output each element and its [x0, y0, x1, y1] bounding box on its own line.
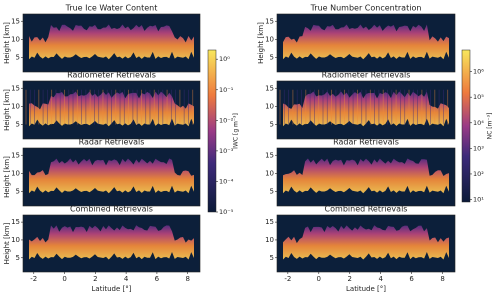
axes-frame: [22, 80, 201, 140]
heatmap-cloud: [283, 225, 449, 260]
y-tick-label: 10: [11, 102, 20, 110]
y-axis-label: Height [km]: [3, 156, 11, 198]
colorbar-tick-label: 10³: [473, 144, 484, 152]
colorbar-tick-label: 10⁻⁵: [219, 208, 234, 216]
y-axis-label: Height [km]: [3, 89, 11, 131]
heatmap-cloud: [29, 225, 194, 260]
colorbar-tick-label: 10⁻²: [219, 116, 234, 124]
x-tick-label: 8: [440, 275, 444, 283]
x-axis-label: Latitude [°]: [92, 285, 132, 293]
x-tick-label: -2: [284, 275, 291, 283]
y-axis-label: Height [km]: [3, 22, 11, 64]
colorbar-tick-label: 10⁰: [219, 55, 230, 63]
y-tick-label: 10: [11, 169, 20, 177]
x-tick-label: -2: [30, 275, 37, 283]
axes-frame: [276, 214, 456, 273]
y-tick-label: 15: [265, 218, 274, 226]
y-tick-label: 15: [265, 151, 274, 159]
colorbar-tick-label: 10¹: [473, 196, 484, 204]
x-tick-label: 8: [185, 275, 189, 283]
x-tick-label: 4: [124, 275, 129, 283]
colorbar-tick-label: 10²: [473, 170, 484, 178]
y-tick-label: 5: [16, 254, 20, 262]
x-tick-label: 6: [155, 275, 160, 283]
colorbar-tick-label: 10⁶: [473, 68, 484, 76]
heatmap-cloud: [283, 24, 449, 60]
colorbar-label: NC [m⁻³]: [487, 113, 494, 140]
x-tick-label: 4: [378, 275, 383, 283]
y-tick-label: 10: [11, 35, 20, 43]
colorbar-tick-label: 10⁻¹: [219, 86, 234, 94]
heatmap-cloud: [29, 24, 194, 60]
y-tick-label: 10: [265, 102, 274, 110]
y-tick-label: 5: [16, 121, 20, 129]
heatmap-cloud: [29, 158, 194, 194]
panel-title: True Number Concentration: [310, 4, 422, 13]
y-tick-label: 10: [265, 236, 274, 244]
y-tick-label: 15: [11, 84, 20, 92]
panel-title: Radiometer Retrievals: [67, 71, 156, 80]
colorbar-label: IWC [g m⁻³]: [233, 113, 240, 149]
panel-title: Combined Retrievals: [70, 205, 153, 214]
panel-title: Radar Retrievals: [79, 138, 145, 147]
colorbar-tick-label: 10⁵: [473, 93, 484, 101]
colorbar: [461, 49, 471, 203]
y-tick-label: 5: [270, 254, 274, 262]
y-tick-label: 15: [265, 17, 274, 25]
y-tick-label: 5: [270, 188, 274, 196]
y-tick-label: 10: [265, 35, 274, 43]
panel-title: Combined Retrievals: [325, 205, 408, 214]
x-axis-label: Latitude [°]: [346, 285, 386, 293]
y-tick-label: 15: [11, 218, 20, 226]
panel-title: Radiometer Retrievals: [322, 71, 411, 80]
axes-frame: [276, 13, 456, 73]
panel-title: Radar Retrievals: [333, 138, 399, 147]
y-axis-label: Height [km]: [257, 22, 265, 64]
panel-title: True Ice Water Content: [65, 4, 158, 13]
y-tick-label: 15: [11, 17, 20, 25]
axes-frame: [276, 147, 456, 207]
axes-frame: [22, 147, 201, 207]
x-tick-label: 2: [348, 275, 352, 283]
colorbar: [207, 49, 217, 213]
y-axis-label: Height [km]: [3, 222, 11, 264]
x-tick-label: 6: [409, 275, 414, 283]
y-tick-label: 10: [265, 169, 274, 177]
heatmap-cloud: [283, 158, 449, 194]
y-tick-label: 10: [11, 236, 20, 244]
x-tick-label: 2: [93, 275, 97, 283]
y-tick-label: 5: [270, 54, 274, 62]
x-tick-label: 0: [62, 275, 66, 283]
axes-frame: [276, 80, 456, 140]
axes-frame: [22, 214, 201, 273]
x-tick-label: 0: [317, 275, 321, 283]
y-tick-label: 15: [265, 84, 274, 92]
y-tick-label: 5: [270, 121, 274, 129]
colorbar-tick-label: 10⁴: [473, 119, 484, 127]
y-tick-label: 5: [16, 54, 20, 62]
colorbar-tick-label: 10⁻³: [219, 147, 234, 155]
y-tick-label: 5: [16, 188, 20, 196]
colorbar-tick-label: 10⁻⁴: [219, 177, 234, 185]
axes-frame: [22, 13, 201, 73]
y-tick-label: 15: [11, 151, 20, 159]
